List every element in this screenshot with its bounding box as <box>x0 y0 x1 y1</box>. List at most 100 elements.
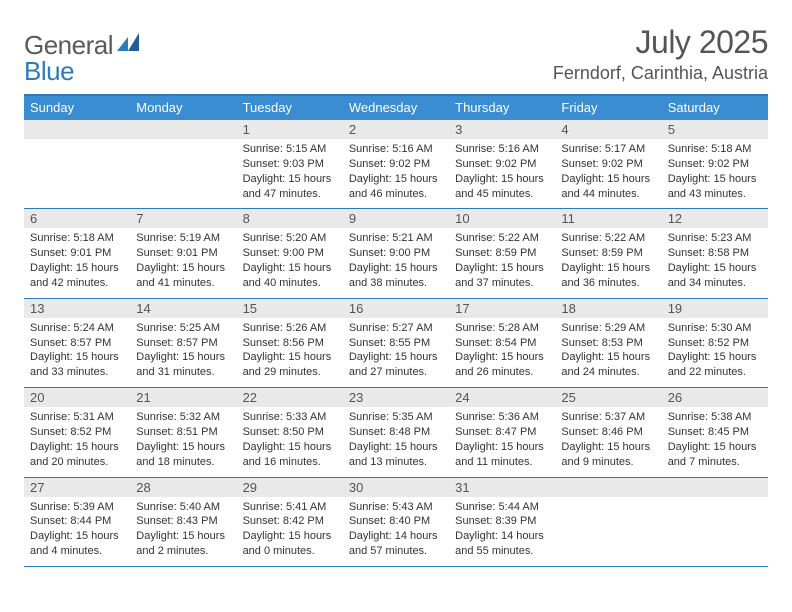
day-details: Sunrise: 5:41 AMSunset: 8:42 PMDaylight:… <box>237 497 343 562</box>
day-cell-empty: . <box>130 120 236 208</box>
day-number-bar: 6 <box>24 209 130 228</box>
day-number-bar: 4 <box>555 120 661 139</box>
day-cell: 16Sunrise: 5:27 AMSunset: 8:55 PMDayligh… <box>343 299 449 387</box>
day-number-bar: 2 <box>343 120 449 139</box>
sunrise-line: Sunrise: 5:43 AM <box>349 500 443 515</box>
weekday-header: Tuesday <box>237 96 343 120</box>
day-details: Sunrise: 5:33 AMSunset: 8:50 PMDaylight:… <box>237 407 343 472</box>
day-number: 10 <box>455 211 549 226</box>
day-details: Sunrise: 5:37 AMSunset: 8:46 PMDaylight:… <box>555 407 661 472</box>
daylight-line: Daylight: 15 hours and 7 minutes. <box>668 440 762 470</box>
day-cell: 24 Sunrise: 5:36 AMSunset: 8:47 PMDayligh… <box>449 388 555 476</box>
day-number-bar: 31 <box>449 478 555 497</box>
sunset-line: Sunset: 8:42 PM <box>243 514 337 529</box>
day-number: 3 <box>455 122 549 137</box>
day-number-bar: 7 <box>130 209 236 228</box>
sunset-line: Sunset: 8:59 PM <box>561 246 655 261</box>
day-details: Sunrise: 5:27 AMSunset: 8:55 PMDaylight:… <box>343 318 449 383</box>
day-number: 24 <box>455 390 549 405</box>
sunset-line: Sunset: 8:50 PM <box>243 425 337 440</box>
day-details: Sunrise: 5:28 AMSunset: 8:54 PMDaylight:… <box>449 318 555 383</box>
day-cell: 1Sunrise: 5:15 AMSunset: 9:03 PMDaylight… <box>237 120 343 208</box>
sunset-line: Sunset: 8:46 PM <box>561 425 655 440</box>
daylight-line: Daylight: 15 hours and 13 minutes. <box>349 440 443 470</box>
sunset-line: Sunset: 8:55 PM <box>349 336 443 351</box>
weekday-header-row: SundayMondayTuesdayWednesdayThursdayFrid… <box>24 96 768 120</box>
sunset-line: Sunset: 8:59 PM <box>455 246 549 261</box>
month-title: July 2025 <box>553 24 768 61</box>
day-number: 14 <box>136 301 230 316</box>
day-number: 28 <box>136 480 230 495</box>
day-number: 15 <box>243 301 337 316</box>
day-cell: 8Sunrise: 5:20 AMSunset: 9:00 PMDaylight… <box>237 209 343 297</box>
daylight-line: Daylight: 15 hours and 38 minutes. <box>349 261 443 291</box>
sunrise-line: Sunrise: 5:25 AM <box>136 321 230 336</box>
day-details: Sunrise: 5:21 AMSunset: 9:00 PMDaylight:… <box>343 228 449 293</box>
day-details: Sunrise: 5:36 AMSunset: 8:47 PMDaylight:… <box>449 407 555 472</box>
header-right: July 2025 Ferndorf, Carinthia, Austria <box>553 24 768 84</box>
daylight-line: Daylight: 15 hours and 0 minutes. <box>243 529 337 559</box>
day-number: 12 <box>668 211 762 226</box>
day-number: 5 <box>668 122 762 137</box>
daylight-line: Daylight: 14 hours and 55 minutes. <box>455 529 549 559</box>
sunset-line: Sunset: 8:45 PM <box>668 425 762 440</box>
sunrise-line: Sunrise: 5:16 AM <box>349 142 443 157</box>
day-cell: 21Sunrise: 5:32 AMSunset: 8:51 PMDayligh… <box>130 388 236 476</box>
sunset-line: Sunset: 9:00 PM <box>349 246 443 261</box>
day-cell: 7Sunrise: 5:19 AMSunset: 9:01 PMDaylight… <box>130 209 236 297</box>
day-number-bar: 5 <box>662 120 768 139</box>
sunrise-line: Sunrise: 5:26 AM <box>243 321 337 336</box>
day-cell: 12Sunrise: 5:23 AMSunset: 8:58 PMDayligh… <box>662 209 768 297</box>
sunrise-line: Sunrise: 5:39 AM <box>30 500 124 515</box>
day-details: Sunrise: 5:43 AMSunset: 8:40 PMDaylight:… <box>343 497 449 562</box>
sunset-line: Sunset: 8:43 PM <box>136 514 230 529</box>
sunrise-line: Sunrise: 5:30 AM <box>668 321 762 336</box>
weeks-container: ..1Sunrise: 5:15 AMSunset: 9:03 PMDaylig… <box>24 120 768 567</box>
sunrise-line: Sunrise: 5:27 AM <box>349 321 443 336</box>
sunrise-line: Sunrise: 5:38 AM <box>668 410 762 425</box>
daylight-line: Daylight: 15 hours and 4 minutes. <box>30 529 124 559</box>
sunrise-line: Sunrise: 5:20 AM <box>243 231 337 246</box>
day-number: 11 <box>561 211 655 226</box>
sunset-line: Sunset: 9:00 PM <box>243 246 337 261</box>
day-number-bar: 3 <box>449 120 555 139</box>
sunset-line: Sunset: 8:47 PM <box>455 425 549 440</box>
day-number-bar: . <box>24 120 130 139</box>
day-number-bar: 12 <box>662 209 768 228</box>
day-details: Sunrise: 5:26 AMSunset: 8:56 PMDaylight:… <box>237 318 343 383</box>
day-number: 4 <box>561 122 655 137</box>
day-cell: 23Sunrise: 5:35 AMSunset: 8:48 PMDayligh… <box>343 388 449 476</box>
daylight-line: Daylight: 15 hours and 47 minutes. <box>243 172 337 202</box>
day-details: Sunrise: 5:18 AMSunset: 9:02 PMDaylight:… <box>662 139 768 204</box>
day-details: Sunrise: 5:29 AMSunset: 8:53 PMDaylight:… <box>555 318 661 383</box>
day-number-bar: 8 <box>237 209 343 228</box>
sunset-line: Sunset: 9:02 PM <box>455 157 549 172</box>
sunset-line: Sunset: 8:44 PM <box>30 514 124 529</box>
calendar-page: General July 2025 Ferndorf, Carinthia, A… <box>0 0 792 585</box>
day-number-bar: 29 <box>237 478 343 497</box>
day-number-bar: 15 <box>237 299 343 318</box>
daylight-line: Daylight: 15 hours and 27 minutes. <box>349 350 443 380</box>
day-cell: 4Sunrise: 5:17 AMSunset: 9:02 PMDaylight… <box>555 120 661 208</box>
day-cell: 22Sunrise: 5:33 AMSunset: 8:50 PMDayligh… <box>237 388 343 476</box>
day-details: Sunrise: 5:19 AMSunset: 9:01 PMDaylight:… <box>130 228 236 293</box>
day-cell: 3Sunrise: 5:16 AMSunset: 9:02 PMDaylight… <box>449 120 555 208</box>
day-details: Sunrise: 5:15 AMSunset: 9:03 PMDaylight:… <box>237 139 343 204</box>
day-details: Sunrise: 5:24 AMSunset: 8:57 PMDaylight:… <box>24 318 130 383</box>
day-details: Sunrise: 5:44 AMSunset: 8:39 PMDaylight:… <box>449 497 555 562</box>
day-details: Sunrise: 5:16 AMSunset: 9:02 PMDaylight:… <box>343 139 449 204</box>
day-cell: 11Sunrise: 5:22 AMSunset: 8:59 PMDayligh… <box>555 209 661 297</box>
day-cell: 10Sunrise: 5:22 AMSunset: 8:59 PMDayligh… <box>449 209 555 297</box>
sunrise-line: Sunrise: 5:41 AM <box>243 500 337 515</box>
daylight-line: Daylight: 15 hours and 22 minutes. <box>668 350 762 380</box>
sunset-line: Sunset: 8:53 PM <box>561 336 655 351</box>
sunset-line: Sunset: 9:01 PM <box>136 246 230 261</box>
weekday-header: Monday <box>130 96 236 120</box>
sunrise-line: Sunrise: 5:35 AM <box>349 410 443 425</box>
day-number: 20 <box>30 390 124 405</box>
day-number: 26 <box>668 390 762 405</box>
day-cell-empty: . <box>24 120 130 208</box>
day-number-bar: . <box>662 478 768 497</box>
daylight-line: Daylight: 15 hours and 9 minutes. <box>561 440 655 470</box>
day-number: 21 <box>136 390 230 405</box>
